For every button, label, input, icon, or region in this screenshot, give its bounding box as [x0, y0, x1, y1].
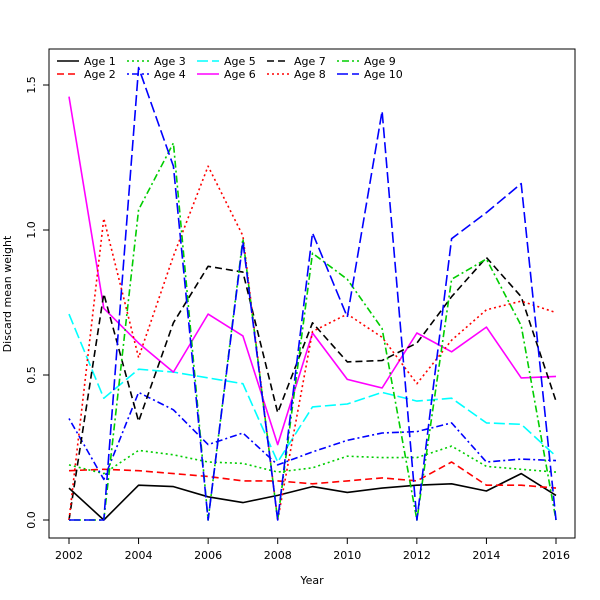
y-axis-title: Discard mean weight — [1, 235, 14, 352]
legend-label: Age 6 — [224, 68, 256, 81]
legend-label: Age 5 — [224, 55, 256, 68]
legend-label: Age 4 — [154, 68, 186, 81]
legend-label: Age 10 — [364, 68, 403, 81]
legend-label: Age 8 — [294, 68, 326, 81]
x-tick-label: 2016 — [542, 549, 570, 562]
y-axis: 0.0 0.5 1.0 1.5 — [25, 76, 50, 529]
series-layer — [68, 66, 557, 521]
x-tick-label: 2002 — [55, 549, 83, 562]
legend-label: Age 9 — [364, 55, 396, 68]
y-tick-label: 0.0 — [25, 511, 38, 529]
x-tick-label: 2010 — [333, 549, 361, 562]
legend-label: Age 3 — [154, 55, 186, 68]
series-line-age-4 — [68, 391, 557, 481]
series-line-age-9 — [69, 142, 557, 521]
series-line-age-7 — [68, 256, 557, 521]
x-tick-label: 2014 — [472, 549, 500, 562]
y-tick-label: 1.5 — [25, 76, 38, 94]
y-tick-label: 0.5 — [25, 366, 38, 384]
y-tick-label: 1.0 — [25, 221, 38, 239]
x-tick-label: 2004 — [125, 549, 153, 562]
series-line-age-10 — [69, 66, 557, 521]
series-line-age-2 — [68, 461, 557, 489]
legend-label: Age 1 — [84, 55, 116, 68]
legend-label: Age 7 — [294, 55, 326, 68]
x-tick-label: 2008 — [264, 549, 292, 562]
series-line-age-5 — [68, 313, 557, 463]
x-tick-label: 2006 — [194, 549, 222, 562]
series-line-age-1 — [68, 472, 557, 521]
series-line-age-8 — [68, 165, 557, 521]
x-axis-title: Year — [299, 574, 324, 587]
x-axis: 2002 2004 2006 2008 2010 2012 2014 2016 — [55, 537, 570, 562]
x-tick-label: 2012 — [403, 549, 431, 562]
legend-label: Age 2 — [84, 68, 116, 81]
